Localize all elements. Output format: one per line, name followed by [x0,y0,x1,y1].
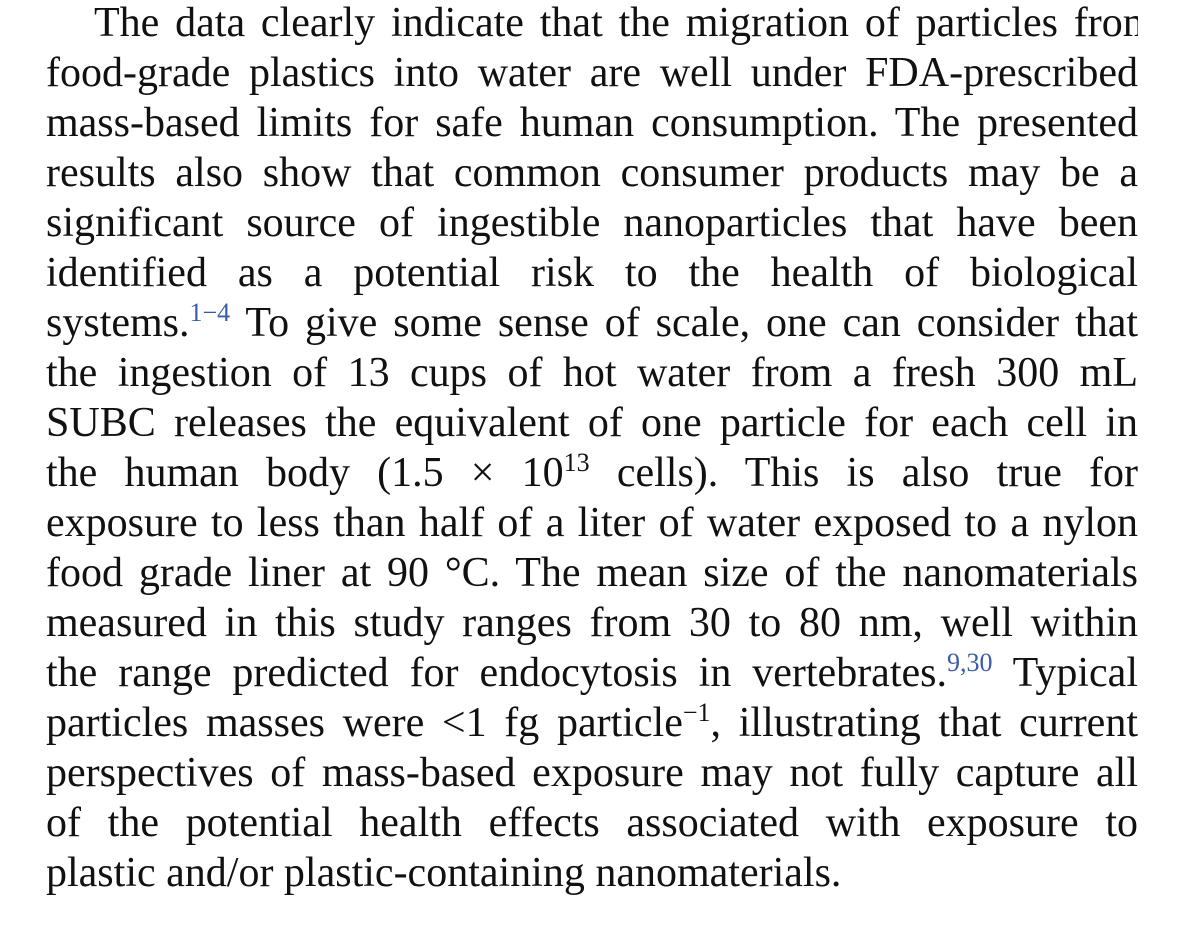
text-line-content: Typical [992,650,1138,696]
text-line-content: particles masses were <1 fg particle [46,700,683,746]
text-line-content: SUBC releases the equivalent of one part… [46,400,1138,446]
text-line-content: results also show that common consumer p… [46,150,1138,196]
text-line-content: systems. [46,300,190,346]
text-line-content: food-grade plastics into water are well … [46,50,1138,96]
text-line-content: measured in this study ranges from 30 to… [46,600,1138,646]
text-line: the human body (1.5 × 1013 cells). This … [46,448,1138,498]
text-line: systems.1−4 To give some sense of scale,… [46,298,1138,348]
text-line-content: of the potential health effects associat… [46,800,1138,846]
text-line: measured in this study ranges from 30 to… [46,598,1138,648]
citation-link[interactable]: 9,30 [946,648,993,677]
text-line-content: food grade liner at 90 °C. The mean size… [46,550,1138,596]
text-line: of the potential health effects associat… [46,798,1138,848]
text-line: particles masses were <1 fg particle−1, … [46,698,1138,748]
text-line-content: To give some sense of scale, one can con… [230,300,1138,346]
text-line-content: mass-based limits for safe human consump… [46,100,1138,146]
text-line-content: The data clearly indicate that the migra… [94,0,1138,46]
text-line: food grade liner at 90 °C. The mean size… [46,548,1138,598]
text-line: food-grade plastics into water are well … [46,48,1138,98]
text-line: SUBC releases the equivalent of one part… [46,398,1138,448]
text-line: the range predicted for endocytosis in v… [46,648,1138,698]
text-line-content: significant source of ingestible nanopar… [46,200,1138,246]
text-line-content: the ingestion of 13 cups of hot water fr… [46,350,1138,396]
text-line-content: , illustrating that current [710,700,1138,746]
exponent: −1 [682,698,711,727]
text-line: plastic and/or plastic-containing nanoma… [46,848,1138,898]
text-line-content: perspectives of mass-based exposure may … [46,750,1138,796]
exponent: 13 [563,448,590,477]
text-line-content: the human body (1.5 × 10 [46,450,564,496]
text-line-content: identified as a potential risk to the he… [46,250,1138,296]
body-paragraph: The data clearly indicate that the migra… [46,0,1138,898]
text-line: identified as a potential risk to the he… [46,248,1138,298]
text-line-content: the range predicted for endocytosis in v… [46,650,947,696]
text-line: mass-based limits for safe human consump… [46,98,1138,148]
text-line: exposure to less than half of a liter of… [46,498,1138,548]
text-line: the ingestion of 13 cups of hot water fr… [46,348,1138,398]
text-line-content: exposure to less than half of a liter of… [46,500,1138,546]
text-line: The data clearly indicate that the migra… [46,0,1138,48]
text-line: perspectives of mass-based exposure may … [46,748,1138,798]
text-line-content: cells). This is also true for [589,450,1138,496]
citation-link[interactable]: 1−4 [189,298,231,327]
text-line: significant source of ingestible nanopar… [46,198,1138,248]
text-line-content: plastic and/or plastic-containing nanoma… [46,850,842,896]
article-page: The data clearly indicate that the migra… [46,0,1138,898]
text-line: results also show that common consumer p… [46,148,1138,198]
